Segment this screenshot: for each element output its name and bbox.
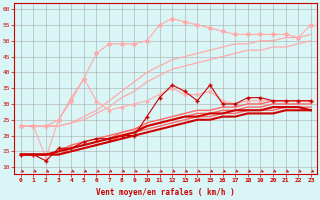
X-axis label: Vent moyen/en rafales ( km/h ): Vent moyen/en rafales ( km/h ) [96, 188, 235, 197]
